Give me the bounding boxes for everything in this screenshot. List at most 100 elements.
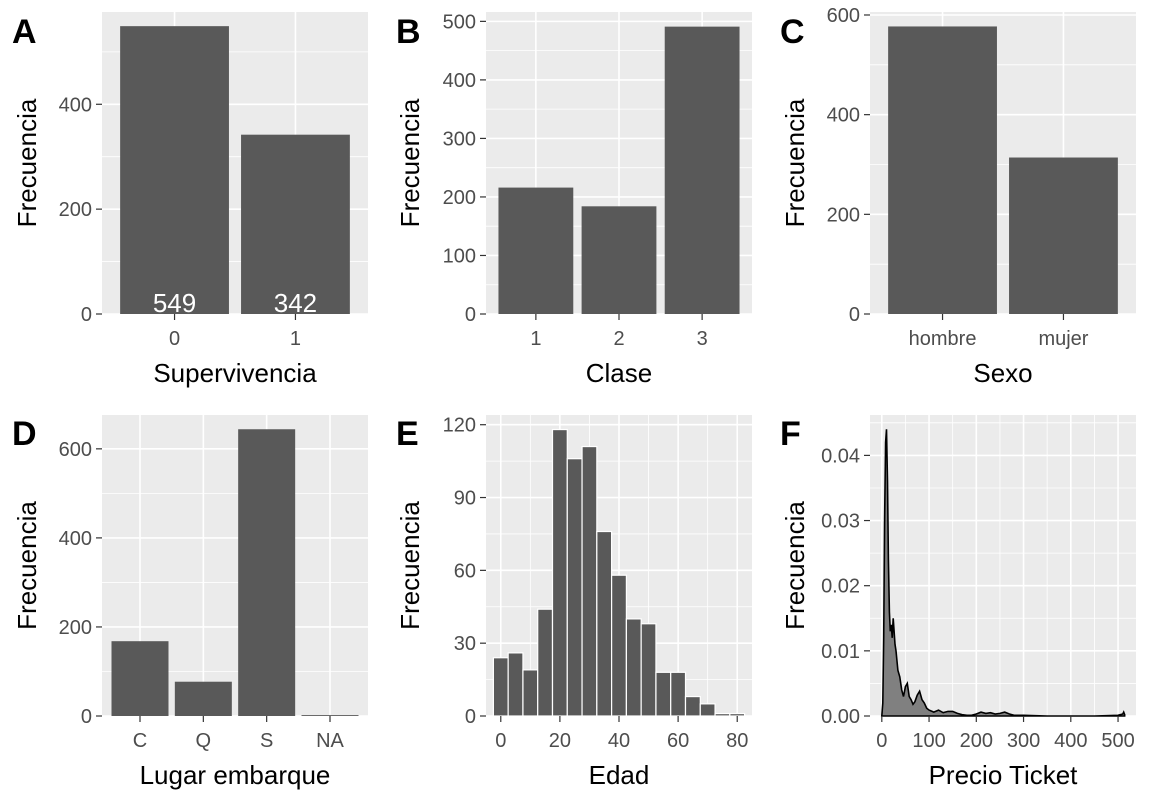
y-tick-label: 400: [59, 528, 92, 550]
density-area: [880, 429, 1126, 717]
x-tick-label: hombre: [909, 328, 977, 350]
x-tick-label: 400: [1054, 730, 1087, 752]
histogram-bin: [507, 652, 524, 717]
x-tick-label: 40: [608, 730, 630, 752]
histogram-bin: [611, 574, 627, 717]
x-tick-label: 0: [495, 730, 506, 752]
panel-tag: C: [780, 13, 805, 51]
y-axis-label: Frecuencia: [12, 501, 42, 630]
panel-f: 0.00 0.01 0.02 0.03 0.04 0 100 200 300 400 500 Prec…: [780, 415, 1136, 790]
panel-b: 0 100 200 300 400 500 1 2 3 Clase Frecuencia B: [395, 11, 752, 388]
histogram-bin: [640, 623, 657, 717]
x-tick-label: mujer: [1038, 328, 1088, 350]
y-tick-label: 200: [59, 199, 92, 221]
y-tick-label: 0.01: [821, 641, 860, 663]
y-tick-label: 0: [81, 304, 92, 326]
y-tick-label: 400: [59, 94, 92, 116]
y-tick-label: 600: [827, 5, 860, 27]
x-axis-label: Lugar embarque: [140, 760, 331, 790]
bar-2: [581, 206, 657, 314]
bar-1: [241, 134, 350, 314]
y-tick-label: 200: [827, 204, 860, 226]
y-tick-label: 400: [443, 70, 476, 92]
histogram-bin: [551, 428, 568, 717]
panel-tag: A: [12, 13, 37, 51]
panel-c: 0 200 400 600 hombre mujer Sexo Frecuencia C: [780, 5, 1136, 388]
x-axis-label: Supervivencia: [153, 358, 317, 388]
x-axis-label: Clase: [586, 358, 652, 388]
histogram-bin: [596, 530, 613, 717]
y-tick-label: 0: [465, 706, 476, 728]
y-tick-label: 200: [443, 187, 476, 209]
panel-tag: B: [396, 13, 421, 51]
y-tick-label: 200: [59, 617, 92, 639]
panel-tag: D: [12, 415, 37, 453]
histogram-bin: [625, 618, 642, 717]
histogram-bin: [566, 458, 583, 717]
x-tick-label: 20: [549, 730, 571, 752]
histogram-bin: [655, 671, 672, 717]
panel-tag: E: [396, 415, 419, 453]
y-tick-label: 120: [443, 415, 476, 437]
y-axis-label: Frecuencia: [395, 501, 425, 630]
x-tick-label: 1: [290, 328, 301, 350]
bar-value-label: 342: [274, 288, 317, 318]
bar-0: [120, 26, 229, 314]
histogram-bin: [522, 669, 539, 717]
x-tick-label: 300: [1007, 730, 1040, 752]
y-tick-label: 0: [465, 304, 476, 326]
histogram-bin: [581, 445, 598, 717]
x-tick-label: 0: [876, 730, 887, 752]
x-axis-label: Edad: [589, 760, 650, 790]
y-tick-label: 400: [827, 105, 860, 127]
panel-tag: F: [780, 415, 801, 453]
y-tick-label: 100: [443, 245, 476, 267]
y-axis-label: Frecuencia: [12, 98, 42, 227]
x-tick-label: 0: [169, 328, 180, 350]
y-tick-label: 0: [849, 304, 860, 326]
y-tick-label: 0.00: [821, 706, 860, 728]
bar-1: [498, 187, 574, 314]
x-axis-label: Precio Ticket: [929, 760, 1079, 790]
bar-value-label: 549: [153, 288, 196, 318]
x-tick-label: 200: [960, 730, 993, 752]
y-tick-label: 30: [454, 633, 476, 655]
x-axis-label: Sexo: [973, 358, 1032, 388]
y-tick-label: 0.03: [821, 511, 860, 533]
bar-hombre: [888, 26, 997, 314]
panel-e: 0 30 60 90 120 0 20 40 60 80 Edad Frecuencia E: [395, 415, 752, 790]
y-axis-label: Frecuencia: [780, 501, 810, 630]
y-tick-label: 0.02: [821, 576, 860, 598]
histogram-bin: [684, 695, 701, 717]
x-tick-label: 3: [697, 328, 708, 350]
x-tick-label: 80: [726, 730, 748, 752]
x-tick-label: 500: [1101, 730, 1134, 752]
y-tick-label: 300: [443, 128, 476, 150]
histogram-bin: [492, 657, 509, 717]
x-tick-label: S: [260, 730, 273, 752]
bar-mujer: [1009, 157, 1118, 314]
x-tick-label: NA: [316, 730, 344, 752]
x-tick-label: 100: [912, 730, 945, 752]
y-tick-label: 90: [454, 488, 476, 510]
x-tick-label: 60: [667, 730, 689, 752]
histogram-bin: [670, 671, 687, 717]
bar-3: [664, 26, 740, 315]
bar-na: [301, 715, 359, 716]
y-tick-label: 0: [81, 706, 92, 728]
y-tick-label: 600: [59, 439, 92, 461]
histogram-bin: [729, 712, 746, 717]
bar-s: [238, 429, 296, 716]
x-tick-label: Q: [196, 730, 212, 752]
panel-d: 0 200 400 600 C Q S NA Lugar embarque Frecuencia D: [12, 415, 368, 790]
y-tick-label: 0.04: [821, 445, 860, 467]
x-tick-label: 1: [530, 328, 541, 350]
histogram-bin: [714, 712, 731, 717]
x-tick-label: C: [133, 730, 147, 752]
x-tick-label: 2: [613, 328, 624, 350]
y-tick-label: 60: [454, 560, 476, 582]
panel-background: [870, 415, 1136, 716]
y-tick-label: 500: [443, 11, 476, 33]
panel-a: 549 342 0 200 400 0 1 Supervivencia Frecuencia A: [12, 12, 368, 388]
